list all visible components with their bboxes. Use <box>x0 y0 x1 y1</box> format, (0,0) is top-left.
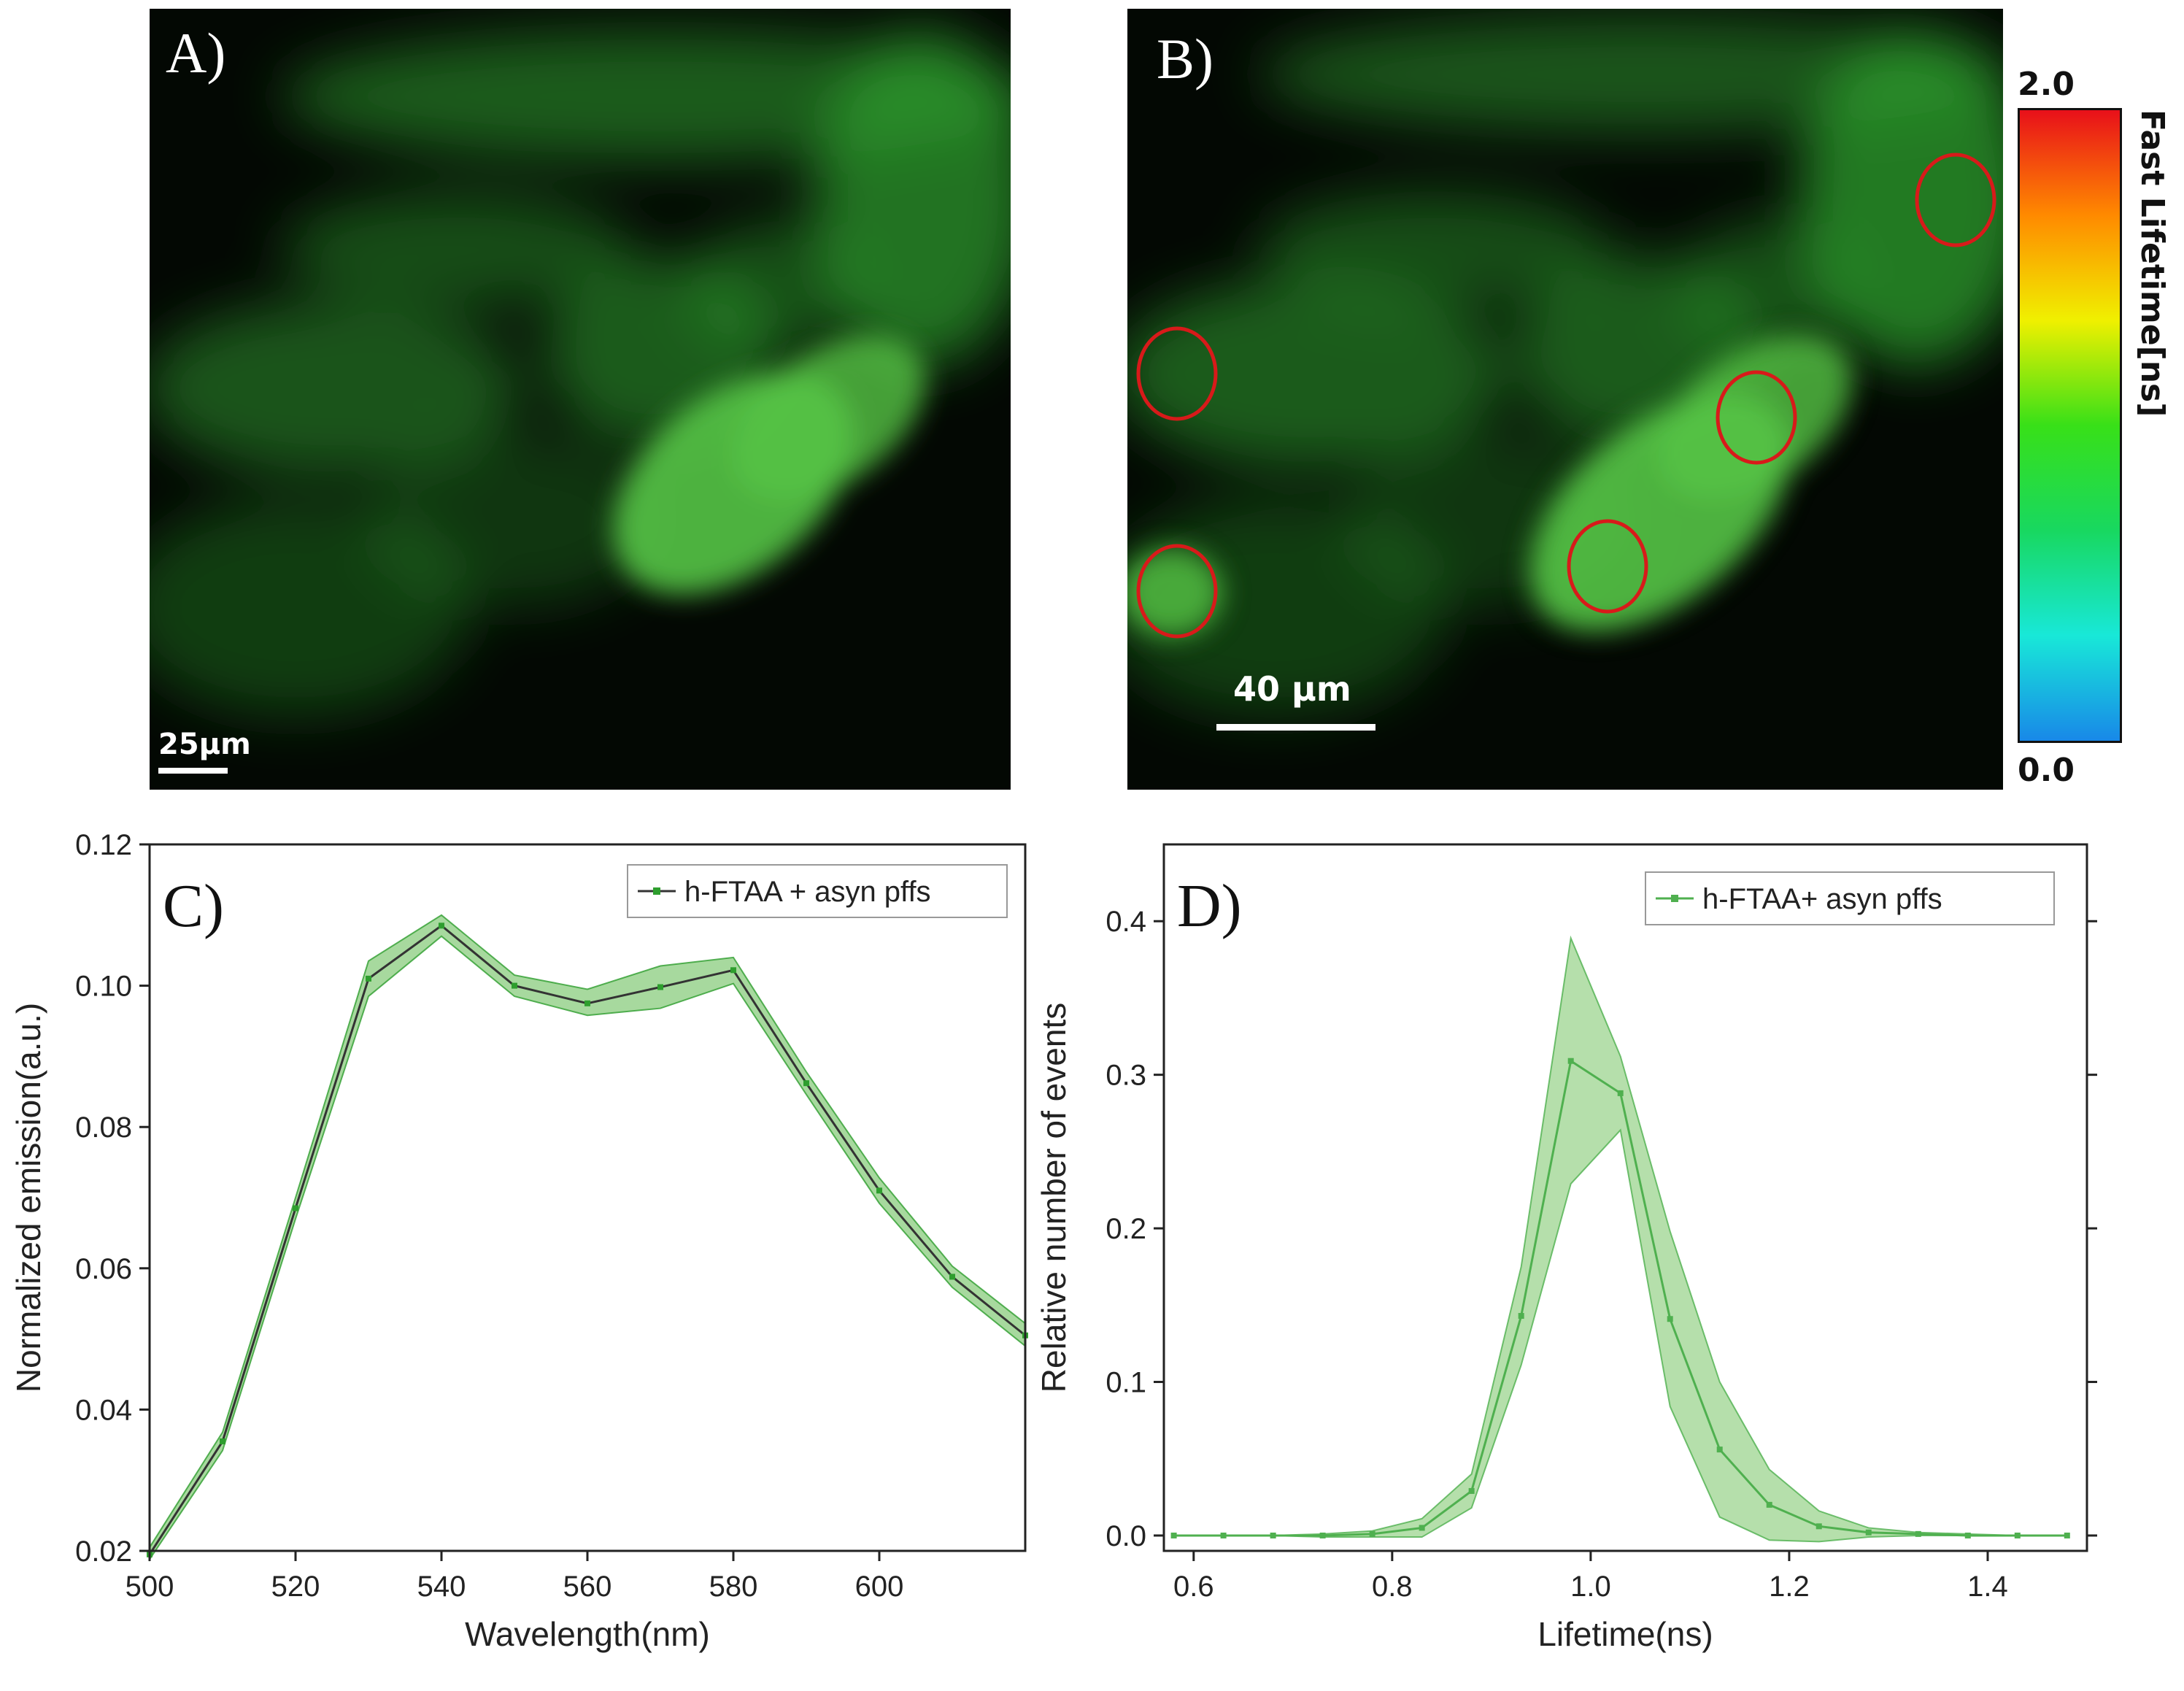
x-tick-label: 500 <box>126 1571 174 1603</box>
y-tick-label: 0.2 <box>1105 1213 1146 1245</box>
y-axis-label: Relative number of events <box>1036 1003 1073 1393</box>
panel-label: D) <box>1177 872 1242 940</box>
data-point <box>1319 1532 1326 1538</box>
y-tick-label: 0.4 <box>1105 906 1146 938</box>
panel-a-micrograph: A) 25μm <box>150 9 1011 790</box>
data-point <box>1518 1313 1524 1320</box>
data-point <box>1419 1525 1425 1531</box>
x-axis-label: Wavelength(nm) <box>465 1615 710 1653</box>
y-tick-label: 0.0 <box>1105 1520 1146 1552</box>
data-point <box>657 984 663 990</box>
chart-c-emission-spectrum: 0.02 0.04 0.06 0.08 0.10 0.12 500 520 540 560 580 6… <box>9 829 1028 1653</box>
panel-b-scale-bar <box>1216 724 1375 731</box>
colorbar-min-label: 0.0 <box>2018 752 2075 789</box>
data-point <box>1270 1532 1276 1538</box>
legend-label: h-FTAA + asyn pffs <box>684 876 931 908</box>
y-tick-label: 0.02 <box>75 1536 132 1568</box>
data-point <box>1915 1530 1921 1537</box>
legend-marker <box>1671 895 1678 902</box>
x-tick-label: 0.8 <box>1372 1571 1413 1603</box>
panel-a-label: A) <box>166 21 226 85</box>
x-tick-label: 560 <box>563 1571 612 1603</box>
data-point <box>1816 1523 1822 1530</box>
x-tick-label: 1.0 <box>1570 1571 1611 1603</box>
panel-b-label: B) <box>1157 27 1213 90</box>
y-tick-label: 0.3 <box>1105 1060 1146 1092</box>
y-tick-label: 0.04 <box>75 1394 132 1426</box>
data-point <box>512 982 517 989</box>
panel-b-fluorescence <box>1127 16 2003 717</box>
x-tick-label: 580 <box>709 1571 758 1603</box>
panel-label: C) <box>163 872 224 940</box>
data-point <box>876 1187 882 1194</box>
data-point <box>949 1274 955 1280</box>
data-point <box>366 975 371 982</box>
y-axis-label: Normalized emission(a.u.) <box>9 1003 47 1393</box>
data-point <box>439 922 444 929</box>
roi-circle <box>1567 519 1648 614</box>
data-point <box>220 1438 225 1444</box>
x-tick-label: 520 <box>271 1571 320 1603</box>
roi-circle <box>1136 544 1218 639</box>
data-point <box>1369 1530 1375 1537</box>
series-line <box>148 924 1026 1555</box>
x-tick-label: 1.4 <box>1967 1571 2008 1603</box>
x-tick-label: 540 <box>417 1571 466 1603</box>
panel-b-flim-image: B) 40 μm <box>1127 9 2003 790</box>
x-tick-label: 600 <box>855 1571 904 1603</box>
data-point <box>1220 1532 1227 1538</box>
y-tick-label: 0.10 <box>75 971 132 1003</box>
roi-circle <box>1136 326 1218 421</box>
error-band <box>1173 935 2067 1543</box>
y-tick-label: 0.06 <box>75 1253 132 1285</box>
data-point <box>1766 1501 1772 1508</box>
panel-a-scale-bar <box>158 768 228 774</box>
x-tick-label: 0.6 <box>1173 1571 1214 1603</box>
data-point <box>1865 1529 1872 1536</box>
roi-circle <box>1716 370 1797 465</box>
data-point <box>1964 1532 1971 1538</box>
plot-frame <box>1162 843 2088 1552</box>
x-axis-label: Lifetime(ns) <box>1537 1615 1713 1653</box>
panel-a-scale-label: 25μm <box>158 728 251 761</box>
roi-circle <box>1915 153 1996 247</box>
x-tick-label: 1.2 <box>1769 1571 1810 1603</box>
panel-b-scale-label: 40 μm <box>1233 669 1351 709</box>
colorbar-max-label: 2.0 <box>2018 66 2075 103</box>
lifetime-colorbar <box>2018 108 2122 743</box>
data-point <box>1617 1090 1624 1096</box>
data-point <box>1170 1532 1177 1538</box>
data-point <box>730 967 736 974</box>
legend-box <box>627 864 1008 918</box>
data-point <box>293 1205 298 1212</box>
data-point <box>1468 1487 1475 1494</box>
data-point <box>2064 1532 2070 1538</box>
legend-marker <box>653 887 660 895</box>
legend-label: h-FTAA+ asyn pffs <box>1702 883 1942 915</box>
chart-d-lifetime-histogram: 0.0 0.1 0.2 0.3 0.4 0.6 0.8 1.0 1.2 1.4 Lifetime(n… <box>1036 843 2097 1653</box>
data-point <box>803 1080 809 1087</box>
data-point <box>1567 1058 1574 1064</box>
error-band <box>149 914 1026 1562</box>
y-tick-label: 0.1 <box>1105 1367 1146 1399</box>
data-point <box>1667 1316 1673 1322</box>
panel-a-fluorescence <box>150 31 1011 717</box>
legend-box <box>1645 871 2055 925</box>
y-tick-label: 0.12 <box>75 829 132 861</box>
data-point <box>1716 1447 1723 1453</box>
data-point <box>584 1000 590 1006</box>
colorbar-title: Fast Lifetime[ns] <box>2134 109 2171 417</box>
data-point <box>2014 1532 2021 1538</box>
y-tick-label: 0.08 <box>75 1112 132 1144</box>
